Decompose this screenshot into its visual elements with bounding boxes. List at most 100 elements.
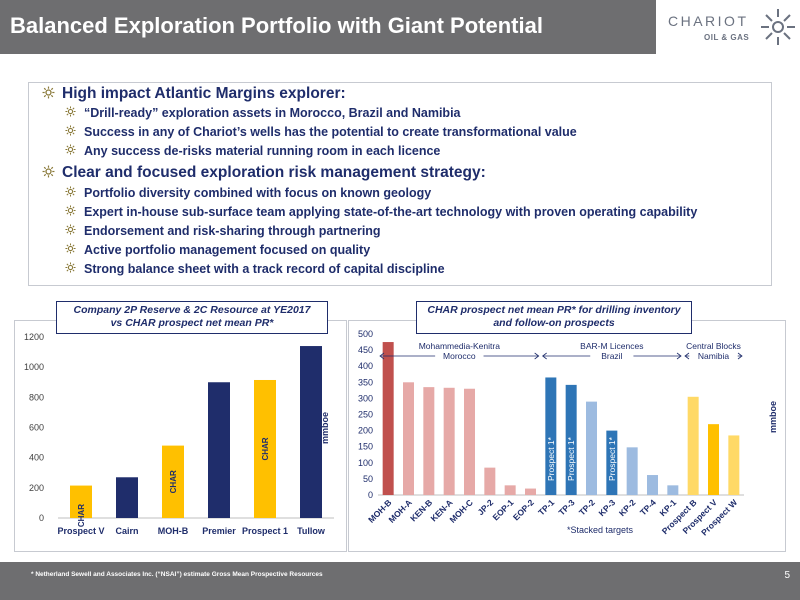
bar (70, 485, 92, 518)
group-region-label: Namibia (698, 351, 729, 361)
bar (484, 467, 496, 495)
chart-right-label-line2: and follow-on prospects (493, 317, 615, 329)
sun-bullet-icon (65, 106, 76, 117)
group-name-label: Mohammedia-Kenitra (419, 341, 501, 351)
logo: CHARIOT OIL & GAS (656, 0, 800, 54)
y-tick-label: 800 (29, 392, 44, 402)
bar (565, 384, 577, 495)
arrow-left-icon (684, 352, 690, 360)
chart-left-label-line2: vs CHAR prospect net mean PR* (110, 317, 274, 329)
y-tick-label: 500 (358, 329, 373, 339)
bullet-item: Success in any of Chariot’s wells has th… (65, 125, 577, 139)
y-tick-label: 0 (39, 513, 44, 523)
x-tick-label: Prospect V (57, 526, 104, 536)
chart-annotation: *Stacked targets (567, 525, 634, 535)
bar-label: CHAR (169, 470, 178, 493)
bar (403, 382, 414, 495)
bar-label: CHAR (261, 437, 270, 460)
bullet-text: Expert in-house sub-surface team applyin… (84, 205, 698, 219)
bar (162, 445, 184, 518)
bullet-item: Expert in-house sub-surface team applyin… (65, 205, 698, 219)
y-tick-label: 450 (358, 345, 373, 355)
page-number: 5 (784, 570, 790, 581)
y-tick-label: 50 (363, 474, 373, 484)
arrow-right-icon (676, 352, 682, 360)
group-region-label: Morocco (443, 351, 476, 361)
bullet-item: Active portfolio management focused on q… (65, 243, 371, 257)
y-tick-label: 200 (358, 426, 373, 436)
bullet-text: Success in any of Chariot’s wells has th… (84, 125, 577, 139)
group-name-label: BAR-M Licences (580, 341, 643, 351)
bar (687, 396, 699, 495)
bullet-text: Any success de-risks material running ro… (84, 144, 441, 158)
bar (525, 488, 536, 495)
footer: * Netherland Sewell and Associates Inc. … (0, 562, 800, 600)
bar (728, 435, 740, 495)
chart-right-label: CHAR prospect net mean PR* for drilling … (416, 301, 692, 334)
arrow-right-icon (737, 352, 743, 360)
bar (300, 346, 322, 518)
x-tick-label: TP-1 (536, 497, 556, 517)
x-tick-label: TP-4 (638, 497, 658, 517)
sun-bullet-icon (65, 224, 76, 235)
bar (504, 485, 516, 495)
bar-label: CHAR (77, 504, 86, 527)
group-name-label: Central Blocks (686, 341, 741, 351)
sun-bullet-icon (65, 144, 76, 155)
x-tick-label: EOP-2 (511, 497, 536, 522)
x-tick-label: Premier (202, 526, 236, 536)
slide-title: Balanced Exploration Portfolio with Gian… (10, 13, 543, 38)
bar (708, 424, 719, 495)
x-tick-label: Prospect 1 (242, 526, 288, 536)
x-tick-label: Cairn (115, 526, 138, 536)
y-tick-label: 100 (358, 458, 373, 468)
bar-label: Prospect 1* (607, 436, 617, 481)
chart-right-label-line1: CHAR prospect net mean PR* for drilling … (427, 304, 681, 316)
bullet-text: High impact Atlantic Margins explorer: (62, 85, 346, 102)
sun-bullet-icon (42, 86, 55, 99)
chart-left-label-line1: Company 2P Reserve & 2C Resource at YE20… (73, 304, 311, 316)
y-tick-label: 200 (29, 483, 44, 493)
bullet-heading: Clear and focused exploration risk manag… (42, 164, 486, 182)
y-tick-label: 150 (358, 442, 373, 452)
y-tick-label: 350 (358, 377, 373, 387)
prospect-inventory-chart: 050100150200250300350400450500MOH-BMOH-A… (358, 329, 778, 537)
sun-bullet-icon (42, 165, 55, 178)
arrow-left-icon (542, 352, 547, 360)
y-tick-label: 1000 (24, 362, 44, 372)
footnote: * Netherland Sewell and Associates Inc. … (31, 571, 323, 578)
y-tick-label: 0 (368, 490, 373, 500)
bullet-text: Strong balance sheet with a track record… (84, 262, 445, 276)
y-tick-label: 400 (29, 453, 44, 463)
bar (667, 485, 679, 495)
x-tick-label: MOH-B (158, 526, 189, 536)
bullet-panel (28, 82, 772, 286)
chart-left-label: Company 2P Reserve & 2C Resource at YE20… (56, 301, 328, 334)
bar (254, 379, 276, 518)
bullet-text: Portfolio diversity combined with focus … (84, 186, 432, 200)
bar (545, 377, 557, 495)
x-tick-label: KP-3 (596, 497, 617, 518)
arrow-left-icon (379, 352, 385, 360)
sun-bullet-icon (65, 205, 76, 216)
y-axis-label: mmboe (320, 412, 330, 444)
bar-label: Prospect 1* (566, 436, 576, 481)
bullet-text: Clear and focused exploration risk manag… (62, 164, 486, 181)
bar (423, 387, 435, 495)
bar (464, 388, 475, 495)
y-tick-label: 250 (358, 410, 373, 420)
x-tick-label: TP-2 (577, 497, 597, 517)
bullet-item: Strong balance sheet with a track record… (65, 262, 445, 276)
bar (586, 401, 597, 495)
bullet-text: Active portfolio management focused on q… (84, 243, 371, 257)
bar (606, 430, 618, 495)
bullet-text: “Drill-ready” exploration assets in Moro… (84, 106, 461, 120)
sun-bullet-icon (65, 262, 76, 273)
y-tick-label: 600 (29, 423, 44, 433)
bar-label: Prospect 1* (546, 436, 556, 481)
bar (626, 447, 638, 495)
bullet-text: Endorsement and risk-sharing through par… (84, 224, 381, 238)
y-tick-label: 300 (358, 393, 373, 403)
group-region-label: Brazil (601, 351, 622, 361)
